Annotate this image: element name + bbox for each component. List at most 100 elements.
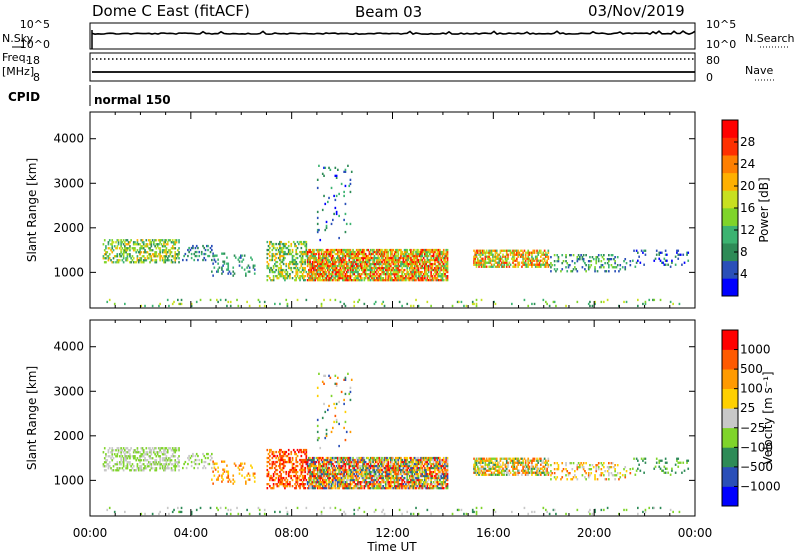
scatter-cell [369,460,372,464]
scatter-cell [171,247,174,250]
scatter-cell [386,260,388,264]
scatter-cell [398,275,401,278]
scatter-cell [562,260,565,263]
scatter-cell [430,466,432,470]
scatter-cell [141,255,144,258]
scatter-cell [328,472,330,476]
scatter-cell [410,258,412,262]
scatter-cell [392,474,395,478]
scatter-cell [415,472,417,476]
scatter-cell [284,487,286,490]
scatter-cell [393,476,396,480]
scatter-cell [352,248,354,252]
scatter-cell [518,261,521,264]
scatter-cell [384,464,387,468]
scatter-cell [444,256,446,260]
scatter-cell [416,254,419,258]
scatter-cell [304,279,306,282]
scatter-cell [339,481,342,484]
scatter-cell [338,264,340,268]
scatter-cell [285,277,288,280]
scatter-cell [158,243,160,246]
scatter-cell [155,467,158,470]
scatter-cell [318,458,320,462]
scatter-cell [352,256,354,260]
scatter-cell [164,249,167,252]
scatter-cell [324,472,327,476]
scatter-cell [156,451,159,454]
scatter-cell [427,275,430,278]
scatter-cell [345,275,348,278]
scatter-cell [316,472,319,476]
scatter-cell [374,275,377,278]
scatter-cell [430,262,432,266]
scatter-cell [300,483,303,486]
scatter-cell [411,273,414,276]
scatter-cell [384,468,387,472]
scatter-cell [401,252,403,256]
scatter-cell [397,472,400,476]
scatter-cell [197,454,199,458]
scatter-cell [279,474,281,478]
scatter-cell [379,462,382,466]
scatter-cell [398,476,401,480]
scatter-cell [292,466,295,470]
scatter-cell [338,279,340,282]
scatter-cell [485,251,488,254]
frequency-panel: 18 8 80 0 Freq. [MHz] Nave [2,51,775,84]
scatter-cell [107,247,110,250]
scatter-cell [318,456,320,460]
scatter-cell [343,472,345,476]
scatter-cell [417,474,420,478]
scatter-cell [378,250,381,254]
scatter-cell [369,258,372,262]
scatter-cell [401,277,403,280]
scatter-cell [296,298,299,302]
scatter-cell [303,260,305,264]
scatter-cell [229,272,232,275]
scatter-cell [478,263,480,266]
scatter-cell [300,468,303,472]
scatter-cell [298,450,300,454]
scatter-cell [475,261,478,264]
scatter-cell [272,478,275,482]
scatter-cell [393,258,396,262]
scatter-cell [386,252,388,256]
scatter-cell [129,245,131,248]
scatter-cell [509,263,512,266]
scatter-cell [327,260,329,264]
scatter-cell [344,184,347,188]
scatter-cell [355,277,358,280]
scatter-cell [417,458,420,462]
scatter-cell [603,258,605,261]
scatter-cell [403,250,406,254]
scatter-cell [252,264,255,267]
scatter-cell [671,259,673,262]
scatter-cell [334,472,337,476]
scatter-cell [424,462,426,466]
scatter-cell [350,458,353,462]
scatter-cell [330,458,333,462]
scatter-cell [338,260,340,264]
scatter-cell [355,266,358,270]
scatter-cell [151,249,154,252]
scatter-cell [158,447,160,450]
scatter-cell [429,458,431,462]
scatter-cell [393,464,396,468]
scatter-cell [141,453,144,456]
scatter-cell [350,476,353,480]
scatter-cell [280,250,282,254]
scatter-cell [277,456,280,460]
scatter-cell [315,275,318,278]
scatter-cell [306,258,309,262]
scatter-cell [343,462,345,466]
colorbar-tick-label: 16 [740,201,755,215]
scatter-cell [303,279,305,282]
scatter-cell [325,275,328,278]
scatter-cell [667,263,669,266]
scatter-cell [327,487,329,490]
scatter-cell [150,259,153,262]
scatter-cell [367,268,369,272]
scatter-cell [267,266,270,270]
scatter-cell [364,460,367,464]
